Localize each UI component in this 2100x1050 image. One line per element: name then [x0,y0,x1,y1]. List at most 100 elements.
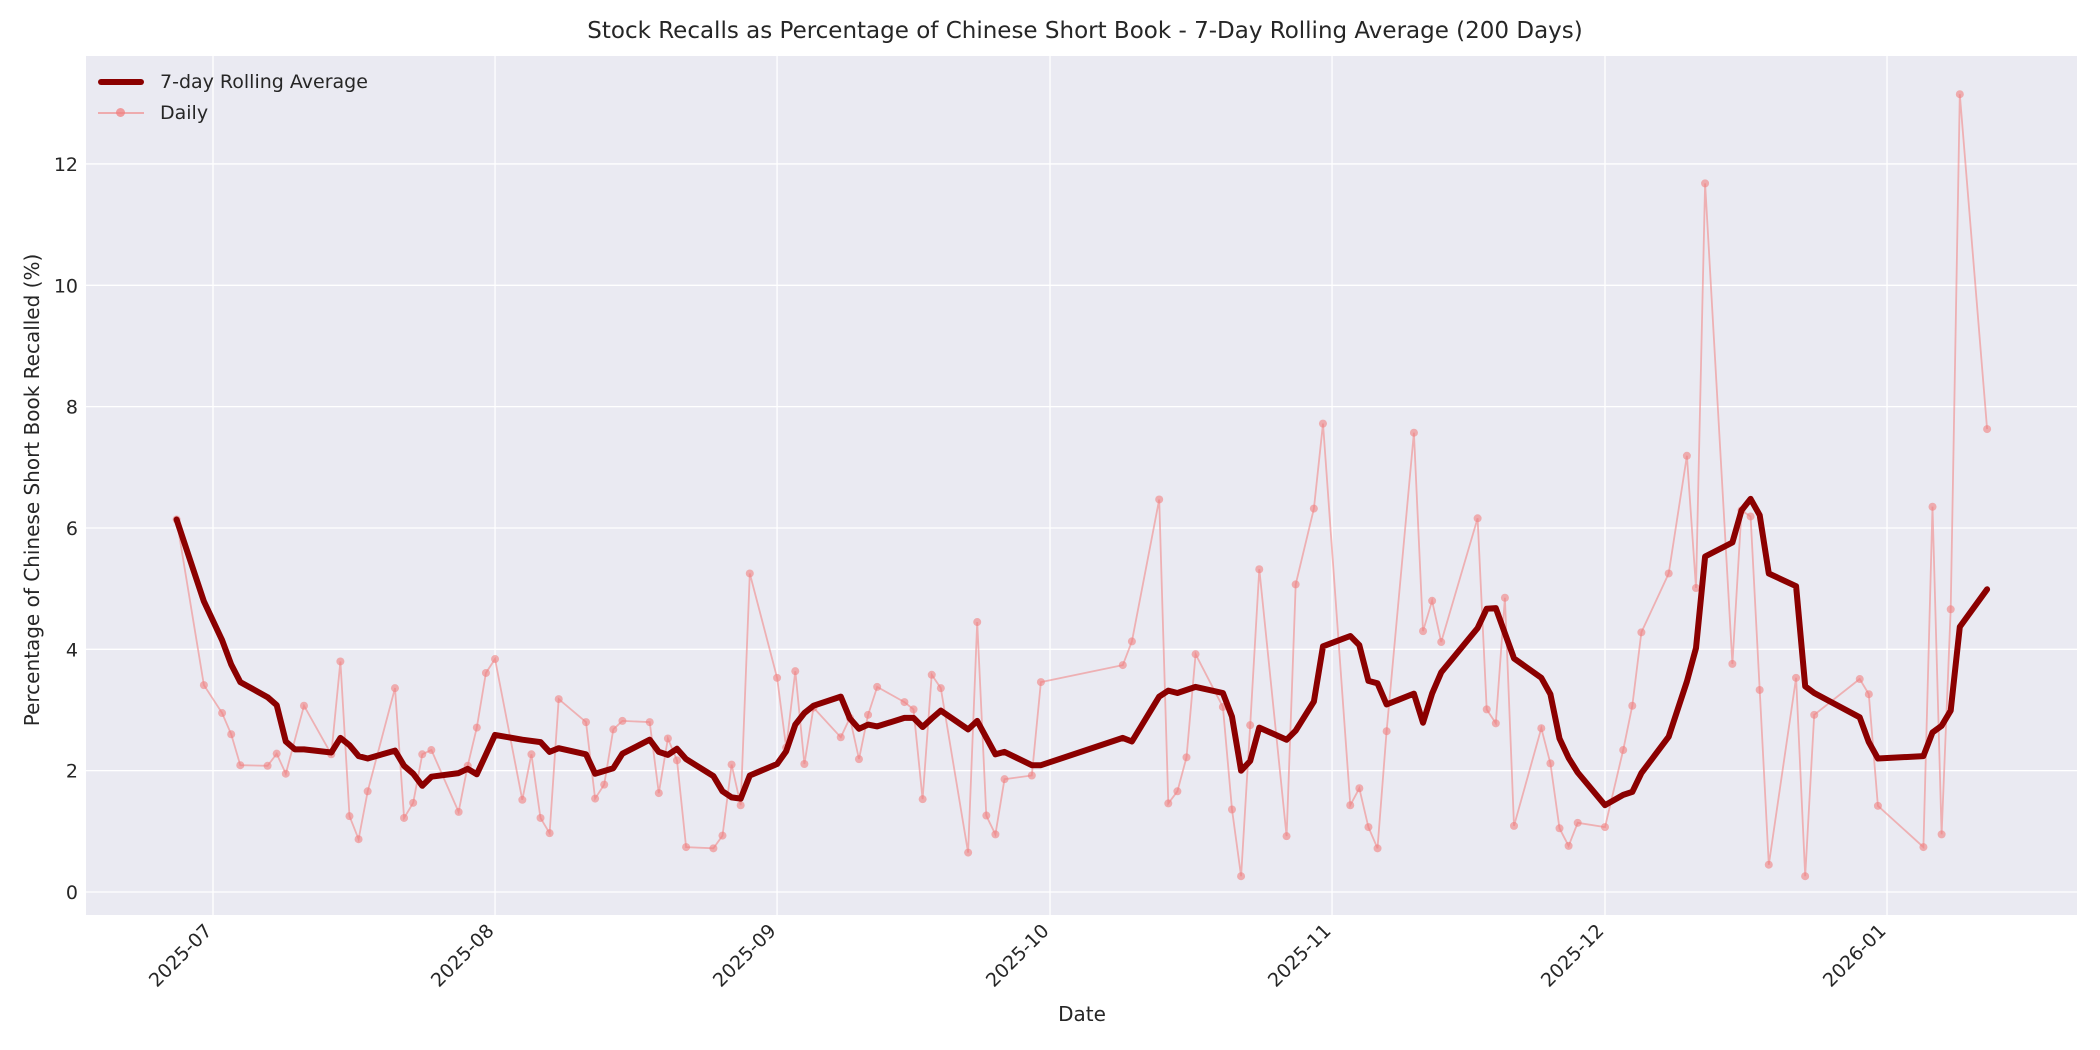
daily-point [336,657,345,666]
daily-point [1873,801,1882,810]
daily-series [172,90,1992,881]
daily-point [1510,821,1519,830]
daily-point [1473,514,1482,523]
daily-point [1664,569,1673,578]
daily-point [1937,830,1946,839]
daily-point [481,668,490,677]
daily-point [354,835,363,844]
daily-point [299,701,308,710]
daily-point [1864,690,1873,699]
daily-point [1537,724,1546,733]
daily-point [409,798,418,807]
daily-point [1746,512,1755,521]
daily-point [609,725,618,734]
daily-point [1155,495,1164,504]
daily-point [418,750,427,759]
daily-point [1928,502,1937,511]
daily-point [1419,627,1428,636]
daily-point [718,831,727,840]
daily-point [518,795,527,804]
daily-point [1127,637,1136,646]
daily-point [272,749,281,758]
y-tick-label: 4 [66,639,78,661]
daily-point [672,756,681,765]
daily-point [773,673,782,682]
y-tick-label: 0 [66,882,78,904]
daily-point [472,723,481,732]
daily-point [582,718,591,727]
daily-point [1027,771,1036,780]
y-tick-label: 6 [66,518,78,540]
daily-point [545,829,554,838]
daily-point [1619,746,1628,755]
daily-point [1382,727,1391,736]
daily-point [1801,872,1810,881]
daily-marker-swatch-icon [96,103,146,123]
daily-point [1691,584,1700,593]
daily-point [263,761,272,770]
x-tick-label: 2025-12 [1537,920,1609,992]
daily-point [1564,841,1573,850]
gridlines [86,56,2077,915]
daily-point [199,681,208,690]
daily-point [964,848,973,857]
daily-point [682,843,691,852]
chart-title: Stock Recalls as Percentage of Chinese S… [587,18,1583,44]
daily-point [1546,759,1555,768]
daily-point [864,710,873,719]
daily-point [1728,659,1737,668]
daily-point [1764,860,1773,869]
daily-point [345,812,354,821]
daily-point [1919,843,1928,852]
daily-point [936,684,945,693]
daily-point [1637,628,1646,637]
y-axis-label: Percentage of Chinese Short Book Recalle… [20,253,44,727]
daily-point [1810,710,1819,719]
daily-point [218,709,227,718]
daily-point [1182,753,1191,762]
plot-background [86,56,2077,915]
daily-point [663,734,672,743]
daily-point [745,569,754,578]
daily-point [1309,504,1318,513]
daily-point [1437,638,1446,647]
daily-point [1701,179,1710,188]
daily-point [927,670,936,679]
daily-point [1855,675,1864,684]
x-tick-label: 2025-09 [709,920,781,992]
daily-point [1364,823,1373,832]
daily-point [1000,775,1009,784]
daily-point [727,760,736,769]
daily-point [1500,593,1509,602]
x-axis-ticks: 2025-07 2025-08 2025-09 2025-10 2025-11 2025-… [145,920,1891,992]
daily-point [800,759,809,768]
y-tick-label: 2 [66,761,78,783]
daily-point [1118,661,1127,670]
rolling-average-line [173,495,1991,809]
x-tick-label: 2025-08 [427,920,499,992]
daily-point [1355,784,1364,793]
daily-point [1482,705,1491,714]
daily-point [400,813,409,822]
daily-point [281,769,290,778]
daily-point [645,718,654,727]
daily-point [1237,872,1246,881]
daily-point [390,684,399,693]
daily-point [227,730,236,739]
daily-point [1409,428,1418,437]
daily-point [1318,419,1327,428]
daily-point [1036,678,1045,687]
daily-point [1573,818,1582,827]
daily-point [600,780,609,789]
daily-point [1373,844,1382,853]
daily-point [836,733,845,742]
daily-point [1946,605,1955,614]
legend-item-daily: Daily [96,97,368,128]
daily-point [591,794,600,803]
x-axis-label: Date [1058,1002,1106,1026]
daily-point [454,807,463,816]
daily-point [554,695,563,704]
daily-point [1291,580,1300,589]
daily-point [991,830,1000,839]
